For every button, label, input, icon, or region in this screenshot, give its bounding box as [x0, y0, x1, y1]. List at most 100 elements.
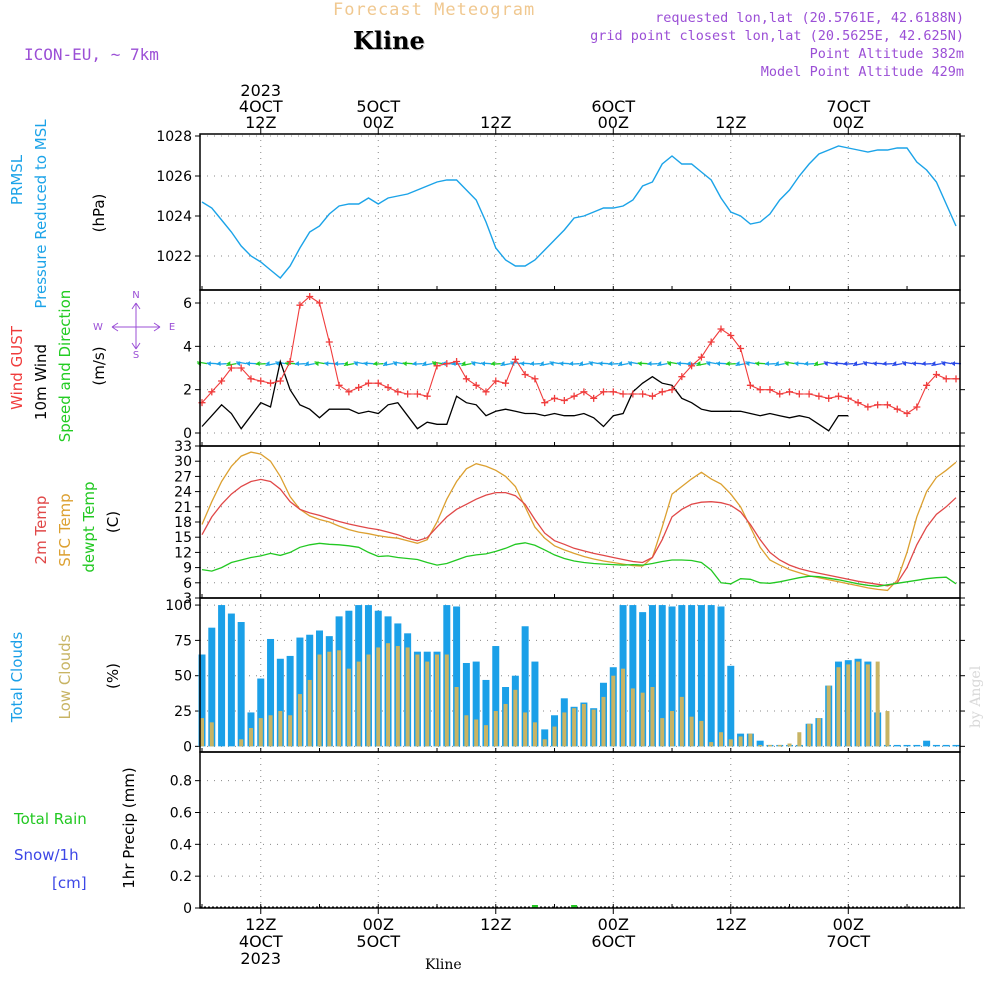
low-cloud-bar	[777, 744, 782, 747]
wind-arrow-head	[353, 361, 358, 367]
gust-marker	[511, 355, 519, 363]
total-cloud-bar	[893, 744, 901, 747]
low-cloud-bar	[581, 703, 586, 747]
low-cloud-bar	[444, 654, 449, 747]
gust-marker	[257, 377, 265, 385]
gust-marker	[639, 390, 647, 398]
gust-marker	[306, 293, 314, 300]
top-time-label: 2023	[240, 81, 281, 100]
gust-marker	[218, 377, 226, 385]
wind-arrow-head	[941, 361, 946, 367]
low-cloud-bar	[425, 661, 430, 747]
wind-arrow-head	[226, 361, 231, 367]
total-cloud-bar	[227, 613, 235, 747]
low-cloud-bar	[209, 722, 214, 747]
wind-arrow-head	[784, 361, 789, 367]
y-tick-label: 0	[183, 901, 192, 917]
gust-marker	[786, 388, 794, 396]
wind-arrow-head	[334, 361, 339, 367]
low-cloud-bar	[503, 703, 508, 747]
panel-wind: 0 2 4 6	[183, 290, 965, 446]
low-cloud-bar	[572, 708, 577, 747]
gust-marker	[335, 381, 343, 389]
wind-arrow-head	[706, 361, 711, 367]
gust-marker	[795, 390, 803, 398]
wind-arrow-head	[598, 361, 603, 367]
y-tick-label: 33	[174, 439, 192, 455]
panel-frame	[199, 445, 961, 599]
low-cloud-bar	[327, 651, 332, 747]
model-label: ICON-EU, ~ 7km	[24, 45, 159, 64]
total-cloud-bar	[482, 679, 490, 747]
low-cloud-bar	[699, 720, 704, 747]
gust-marker	[746, 381, 754, 389]
low-cloud-bar	[288, 715, 293, 747]
total-cloud-bar	[521, 626, 529, 747]
top-time-label: 7OCT	[826, 97, 870, 116]
model-point-altitude: Model Point Altitude 429m	[760, 64, 964, 80]
gust-marker	[570, 392, 578, 400]
wind-arrow	[823, 361, 834, 365]
wind-arrow-head	[637, 361, 642, 367]
gust-marker	[599, 388, 607, 396]
bottom-time-label: 00Z	[363, 915, 394, 934]
total-cloud-bar	[903, 744, 911, 747]
gust-marker	[423, 392, 431, 400]
wind-arrow-head	[569, 361, 574, 367]
wind-arrow-head	[520, 361, 525, 367]
low-cloud-bar	[591, 709, 596, 747]
gust-marker	[844, 394, 852, 402]
wind-arrow-head	[539, 361, 544, 367]
dewpt-temp-line	[201, 542, 957, 587]
total-cloud-bar	[639, 612, 647, 747]
wind-arrow	[901, 361, 913, 365]
y-tick-label: 21	[174, 500, 192, 516]
low-cloud-bar	[346, 668, 351, 747]
gust-marker	[502, 379, 510, 387]
wind-arrow	[862, 361, 873, 365]
gust-marker	[834, 392, 842, 400]
y-tick-label: 12	[174, 545, 192, 561]
low-cloud-bar	[337, 650, 342, 747]
wind-arrow	[617, 363, 629, 367]
gust-marker	[883, 401, 891, 409]
wind-arrow-head	[461, 361, 466, 367]
wind-arrow-head	[471, 361, 476, 367]
wind-arrow-head	[245, 361, 250, 367]
wind-arrow	[735, 363, 746, 367]
total-cloud-bar	[296, 637, 304, 747]
requested-coords: requested lon,lat (20.5761E, 42.6188N)	[655, 10, 964, 26]
compass-west: W	[93, 322, 103, 333]
total-cloud-bar	[541, 729, 549, 747]
wind-arrow-head	[529, 361, 534, 367]
wind-arrow-head	[500, 361, 505, 367]
wind-arrow-head	[951, 361, 955, 367]
gust-marker	[521, 371, 529, 378]
wind-arrow-head	[804, 361, 809, 367]
pressure-unit: (hPa)	[90, 194, 108, 233]
wind-arrow	[892, 363, 903, 367]
gust-marker	[668, 386, 676, 394]
gust-marker	[267, 379, 275, 387]
gust-marker	[237, 364, 245, 372]
total-cloud-bar	[629, 605, 637, 747]
wind-arrow	[304, 363, 315, 367]
wind-arrow	[931, 363, 942, 367]
bottom-time-label: 2023	[240, 949, 281, 968]
top-time-label: 00Z	[598, 113, 629, 132]
rain-legend: Total Rain	[13, 810, 87, 828]
wind-arrow-head	[412, 361, 417, 367]
total-cloud-bar	[267, 638, 275, 747]
wind-arrow	[343, 363, 354, 367]
bottom-time-label: 7OCT	[826, 932, 870, 951]
bottom-time-label: 00Z	[598, 915, 629, 934]
low-cloud-bar	[366, 654, 371, 747]
wind-arrow	[657, 363, 668, 367]
low-cloud-bar	[405, 647, 410, 747]
gust-marker	[374, 379, 382, 387]
precip-label: 1hr Precip (mm)	[120, 767, 138, 888]
low-cloud-bar	[640, 692, 645, 747]
wind-arrow-head	[432, 361, 437, 367]
gust-marker	[864, 403, 872, 411]
